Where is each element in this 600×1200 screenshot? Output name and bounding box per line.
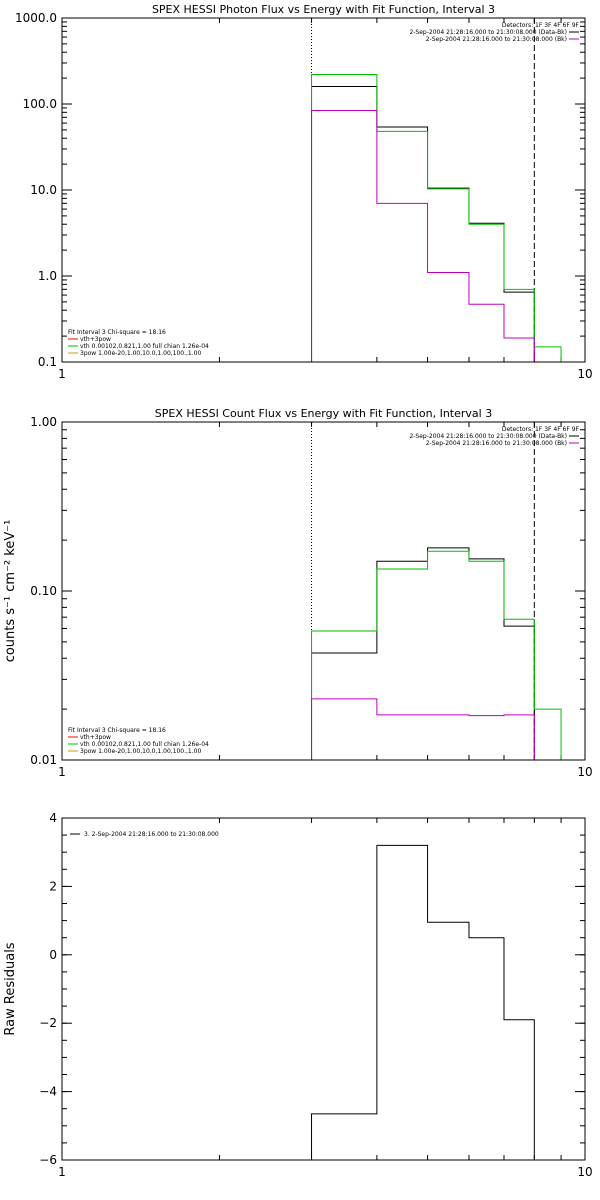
legend-entry: 3. 2-Sep-2004 21:28:16.000 to 21:30:08.0… (84, 831, 219, 838)
panel-3: Raw Residuals −6 −4 −2 0 2 4 1 10 3. 2-Sep-2004 2… (3, 811, 593, 1179)
x-tick-label: 10 (577, 367, 592, 381)
series-histogram-2 (311, 550, 562, 760)
legend-entry: 2-Sep-2004 21:28:16.000 to 21:30:08.000 … (426, 440, 567, 447)
minor-ticks (62, 18, 585, 362)
x-tick-label: 1 (58, 1165, 66, 1179)
legend-entry: vth 0.00102,0.821,1.00 full chian 1.26e-… (80, 343, 209, 350)
x-tick-label: 1 (58, 367, 66, 381)
y-tick-label: 0.1 (38, 355, 57, 369)
y-tick-label: −2 (39, 1016, 57, 1030)
y-tick-label: 1000.0 (15, 11, 57, 25)
y-tick-label: 1.00 (30, 415, 57, 429)
y-tick-label: −4 (39, 1085, 57, 1099)
legend-entry: vth+3pow (80, 336, 111, 343)
legend-entry: 2-Sep-2004 21:28:16.000 to 21:30:08.000 … (409, 29, 567, 36)
legend-entry: vth+3pow (80, 734, 111, 741)
legend-entry: Fit Interval 3 Chi-square = 18.16 (68, 727, 166, 734)
plot-frame (61, 421, 586, 761)
legend-entry: 3pow 1.00e-20,1.00,10.0,1.00,100.,1.00 (80, 350, 201, 357)
plot-frame (61, 17, 586, 363)
series-histogram-1 (311, 85, 535, 362)
legend-entry: Fit Interval 3 Chi-square = 18.16 (68, 329, 166, 336)
series-histogram-1 (311, 844, 535, 1160)
series-histogram-2 (311, 74, 562, 362)
y-tick-label: 0.01 (30, 753, 57, 767)
x-tick-label: 1 (58, 765, 66, 779)
x-tick-label: 10 (577, 1165, 592, 1179)
panel-1: SPEX HESSI Photon Flux vs Energy with Fi… (15, 3, 593, 381)
legend-entry: vth 0.00102,0.821,1.00 full chian 1.26e-… (80, 741, 209, 748)
chart-title: SPEX HESSI Photon Flux vs Energy with Fi… (152, 3, 495, 16)
minor-ticks (62, 817, 585, 1161)
y-tick-label: 10.0 (30, 183, 57, 197)
plot-frame (61, 817, 586, 1161)
y-tick-label: 1.0 (38, 269, 57, 283)
y-axis-label: counts s⁻¹ cm⁻² keV⁻¹ (3, 520, 18, 663)
minor-ticks (62, 422, 585, 760)
series-histogram-1 (311, 547, 535, 760)
y-tick-label: 2 (49, 879, 57, 893)
legend-entry: 3pow 1.00e-20,1.00,10.0,1.00,100.,1.00 (80, 748, 201, 755)
y-tick-label: 0.10 (30, 584, 57, 598)
y-axis-label: Raw Residuals (3, 942, 18, 1035)
legend-entry: Detectors: 1F 3F 4F 6F 9F (502, 22, 580, 29)
y-tick-label: 4 (49, 811, 57, 825)
y-tick-label: 0 (49, 948, 57, 962)
y-tick-label: −6 (39, 1153, 57, 1167)
legend-entry: Detectors: 1F 3F 4F 6F 9F (502, 426, 580, 433)
x-tick-label: 10 (577, 765, 592, 779)
y-tick-label: 100.0 (23, 97, 57, 111)
legend-entry: 2-Sep-2004 21:28:16.000 to 21:30:08.000 … (409, 433, 567, 440)
legend-entry: 2-Sep-2004 21:28:16.000 to 21:30:08.000 … (426, 36, 567, 43)
panel-2: SPEX HESSI Count Flux vs Energy with Fit… (3, 407, 593, 779)
series-histogram-3 (311, 110, 535, 362)
chart-title: SPEX HESSI Count Flux vs Energy with Fit… (155, 407, 492, 420)
series-histogram-3 (311, 698, 535, 760)
